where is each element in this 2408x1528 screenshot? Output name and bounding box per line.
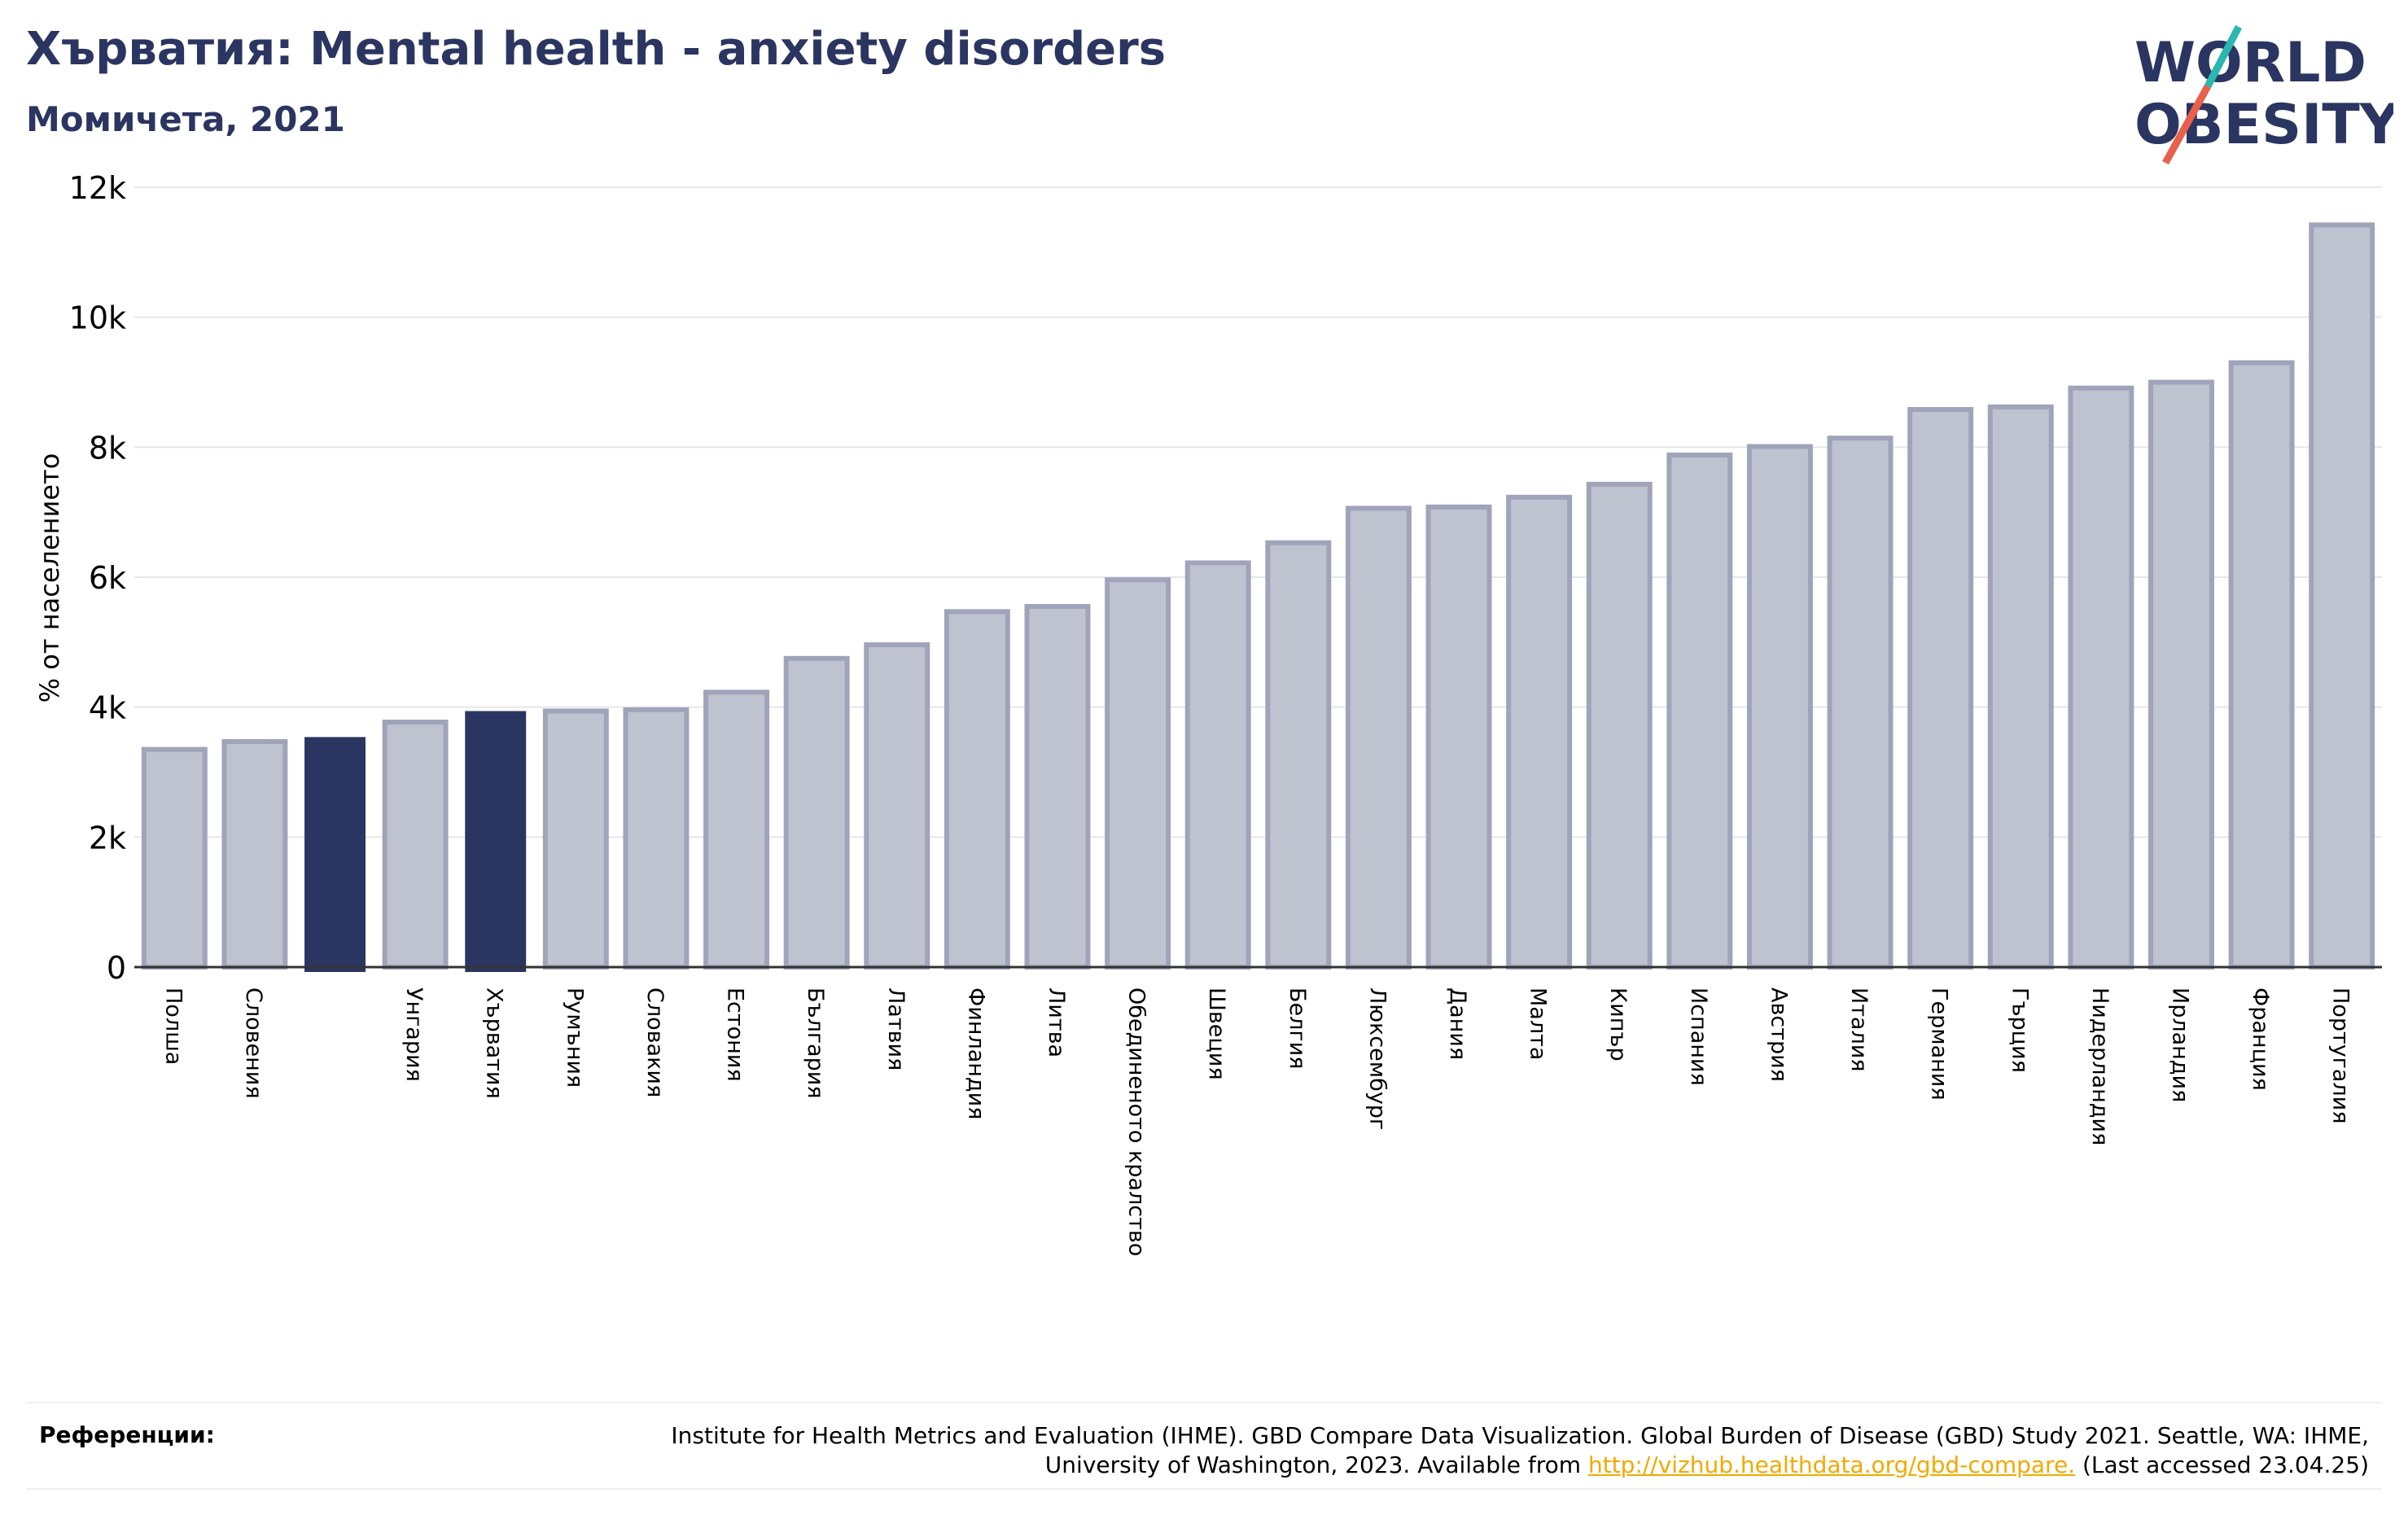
bar (703, 690, 770, 970)
x-tick-label: Белгия (1285, 987, 1310, 1069)
bar (783, 655, 850, 970)
x-tick-label: Словакия (642, 987, 668, 1097)
bar (1105, 577, 1171, 970)
x-tick-label: Нидерландия (2087, 987, 2112, 1145)
x-tick-label: Унгария (401, 987, 427, 1082)
chart-subtitle: Момичета, 2021 (26, 99, 345, 139)
y-tick-label: 8k (89, 430, 126, 466)
bar (542, 708, 609, 970)
bar (1746, 444, 1813, 970)
chart-title: Хърватия: Mental health - anxiety disord… (26, 23, 1167, 76)
y-tick-label: 10k (69, 300, 126, 336)
bar (2068, 385, 2134, 970)
bar (2148, 379, 2214, 970)
x-tick-label: Литва (1044, 987, 1069, 1057)
x-tick-label: Германия (1927, 987, 1952, 1101)
references-text: Institute for Health Metrics and Evaluat… (578, 1421, 2369, 1480)
bar (1024, 603, 1091, 970)
y-tick-label: 2k (89, 820, 126, 856)
bar (2228, 360, 2295, 970)
logo-line-1: WORLD (2134, 31, 2366, 95)
x-tick-label: Португалия (2328, 987, 2353, 1123)
bars (141, 222, 2375, 972)
bar (1506, 494, 1573, 970)
y-tick-label: 4k (89, 690, 126, 726)
bar (1345, 506, 1412, 970)
references-accessed: (Last accessed 23.04.25) (2075, 1451, 2369, 1478)
x-tick-labels: Полша Словения Унгария Хърватия Румъния Слова… (160, 987, 2353, 1256)
bar (1184, 560, 1251, 970)
x-tick-label: Хърватия (482, 987, 507, 1099)
references-link[interactable]: http://vizhub.healthdata.org/gbd-compare… (1587, 1451, 2076, 1478)
references-citation: Institute for Health Metrics and Evaluat… (671, 1422, 2369, 1478)
x-tick-label: Франция (2248, 987, 2273, 1091)
x-tick-label: Италия (1846, 987, 1872, 1072)
references-footer: Референции: Institute for Health Metrics… (26, 1402, 2382, 1490)
bar (1666, 452, 1733, 970)
bar (221, 738, 288, 970)
x-tick-label: Испания (1686, 987, 1711, 1086)
bar (2309, 222, 2375, 970)
x-tick-label: Кипър (1605, 987, 1631, 1062)
bar (623, 707, 690, 970)
bar-chart: 0 2k 4k 6k 8k 10k 12k Полша Словения Унгария Хърв… (34, 170, 2382, 1256)
bar (1987, 404, 2054, 970)
x-tick-label: Латвия (883, 987, 908, 1070)
x-tick-label: Финландия (963, 987, 988, 1119)
x-tick-label: Естония (723, 987, 748, 1082)
y-axis-label: % от населението (34, 453, 65, 703)
x-tick-label: Дания (1445, 987, 1470, 1060)
bar (943, 609, 1010, 970)
logo-slash-bottom (2162, 84, 2211, 165)
bar (864, 642, 930, 970)
x-tick-label: Румъния (562, 987, 587, 1088)
y-tick-label: 0 (107, 950, 126, 986)
x-tick-label: Ирландия (2167, 987, 2192, 1102)
bar (1907, 407, 1974, 970)
logo-slash-top (2204, 24, 2242, 89)
y-tick-labels: 0 2k 4k 6k 8k 10k 12k (69, 170, 126, 986)
bar (1586, 481, 1653, 970)
y-tick-label: 12k (69, 170, 126, 206)
y-tick-label: 6k (89, 560, 126, 596)
bar-highlighted (304, 737, 366, 972)
x-tick-label: Австрия (1766, 987, 1791, 1082)
bar (382, 720, 449, 970)
x-tick-label: Полша (160, 987, 186, 1065)
bar (141, 746, 208, 970)
bar (1827, 436, 1894, 970)
references-label: Референции: (39, 1421, 215, 1448)
x-tick-label: Словения (241, 987, 266, 1099)
x-tick-label: Гърция (2007, 987, 2032, 1073)
world-obesity-logo: WORLD OBESITY (2134, 24, 2393, 165)
x-tick-label: Малта (1526, 987, 1551, 1060)
x-tick-label: България (803, 987, 828, 1099)
bar (1425, 504, 1492, 970)
x-tick-label: Обединеното кралство (1124, 987, 1149, 1256)
x-tick-label: Люксембург (1364, 987, 1390, 1130)
bar-highlighted (465, 711, 527, 972)
x-tick-label: Швеция (1204, 987, 1229, 1080)
bar (1265, 540, 1332, 970)
